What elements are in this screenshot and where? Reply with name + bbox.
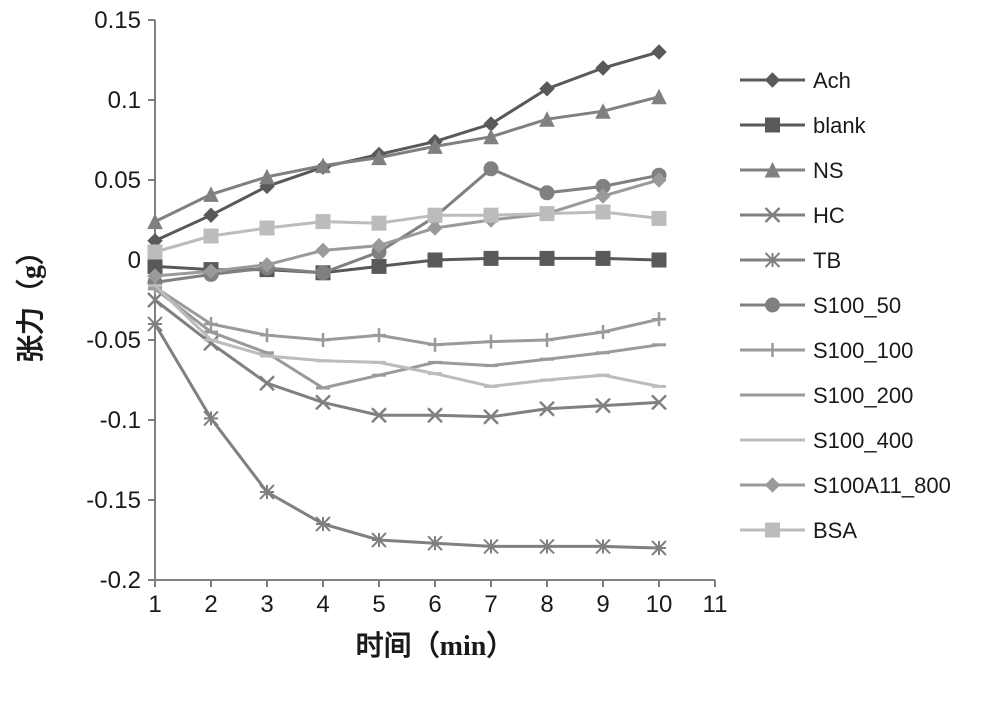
svg-text:5: 5 xyxy=(372,591,385,618)
svg-text:张力（g）: 张力（g） xyxy=(14,237,47,363)
svg-text:S100_100: S100_100 xyxy=(813,338,913,363)
svg-text:0.15: 0.15 xyxy=(94,7,141,34)
svg-text:-0.2: -0.2 xyxy=(100,567,141,594)
svg-text:S100_50: S100_50 xyxy=(813,293,901,318)
svg-text:时间（min）: 时间（min） xyxy=(356,629,515,662)
svg-text:0: 0 xyxy=(128,247,141,274)
svg-text:1: 1 xyxy=(148,591,161,618)
svg-text:-0.1: -0.1 xyxy=(100,407,141,434)
svg-text:S100_400: S100_400 xyxy=(813,428,913,453)
svg-text:blank: blank xyxy=(813,113,867,138)
svg-text:0.05: 0.05 xyxy=(94,167,141,194)
svg-text:S100_200: S100_200 xyxy=(813,383,913,408)
svg-text:TB: TB xyxy=(813,248,841,273)
svg-text:Ach: Ach xyxy=(813,68,851,93)
svg-text:-0.15: -0.15 xyxy=(86,487,141,514)
tension-line-chart: -0.2 -0.15 -0.1 -0.05 0 0.05 0.1 0.15 1 2 3 4 5 6 7 8 9 1… xyxy=(0,0,1000,702)
svg-text:3: 3 xyxy=(260,591,273,618)
svg-text:11: 11 xyxy=(703,591,728,618)
svg-text:2: 2 xyxy=(204,591,217,618)
svg-text:NS: NS xyxy=(813,158,844,183)
svg-text:BSA: BSA xyxy=(813,518,857,543)
svg-text:8: 8 xyxy=(540,591,553,618)
svg-text:-0.05: -0.05 xyxy=(86,327,141,354)
svg-text:4: 4 xyxy=(316,591,329,618)
chart-svg: -0.2 -0.15 -0.1 -0.05 0 0.05 0.1 0.15 1 2 3 4 5 6 7 8 9 1… xyxy=(0,0,1000,702)
svg-text:10: 10 xyxy=(646,591,673,618)
svg-text:S100A11_800: S100A11_800 xyxy=(813,473,951,498)
svg-text:7: 7 xyxy=(484,591,497,618)
svg-text:6: 6 xyxy=(428,591,441,618)
svg-text:9: 9 xyxy=(596,591,609,618)
svg-text:HC: HC xyxy=(813,203,845,228)
svg-text:0.1: 0.1 xyxy=(108,87,141,114)
